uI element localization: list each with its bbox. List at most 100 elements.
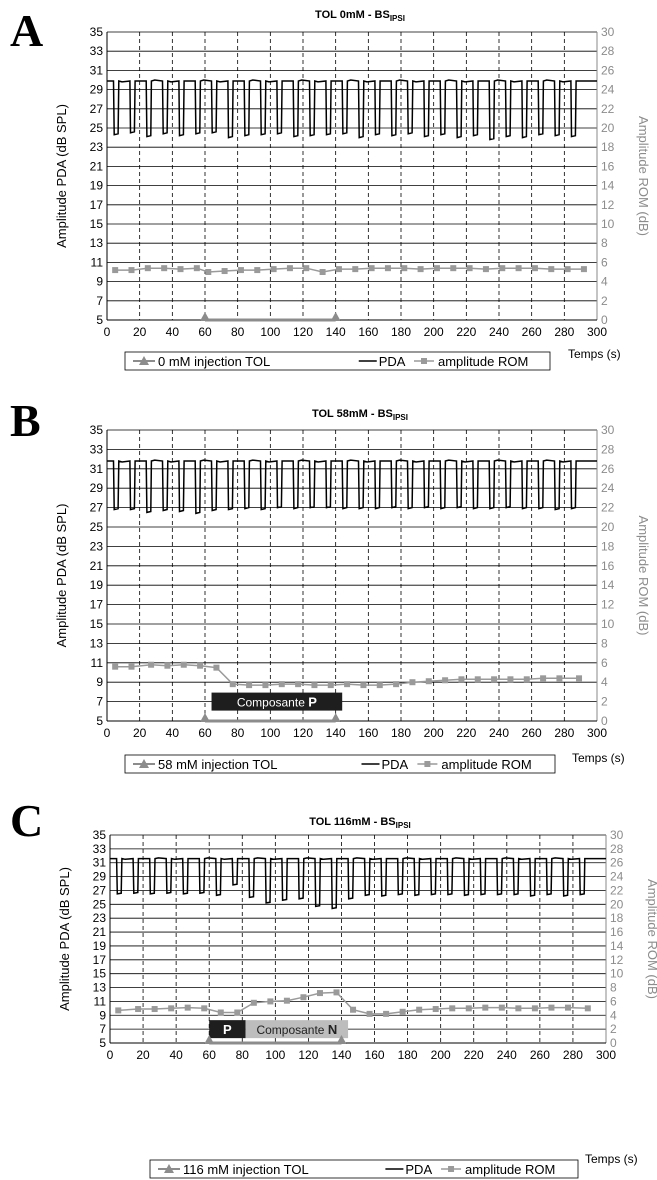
y-right-tick-label: 8	[610, 981, 617, 995]
series-rom-point	[144, 265, 151, 272]
component-box-letter: P	[308, 695, 317, 710]
series-rom-point	[556, 675, 563, 682]
y-right-tick-label: 28	[601, 442, 615, 456]
legend-item-rom: amplitude ROM	[465, 1162, 555, 1177]
y-left-tick-label: 25	[90, 520, 104, 534]
y-left-tick-label: 25	[93, 897, 107, 911]
y-right-tick-label: 20	[601, 121, 615, 135]
y-left-tick-label: 23	[90, 140, 104, 154]
y-left-tick-label: 9	[99, 1008, 106, 1022]
series-rom-point	[417, 266, 424, 273]
series-rom-line	[115, 267, 584, 273]
series-rom-point	[316, 990, 323, 997]
y-right-tick-label: 22	[601, 102, 615, 116]
legend-item-rom: amplitude ROM	[441, 757, 531, 772]
y-right-tick-label: 4	[610, 1008, 617, 1022]
y-left-tick-label: 33	[90, 44, 104, 58]
series-rom-point	[350, 1006, 357, 1013]
series-rom-point	[499, 265, 506, 272]
component-box-light-label: Composante N	[256, 1022, 337, 1037]
series-rom-point	[234, 1009, 241, 1016]
component-box-dark	[209, 1020, 246, 1039]
series-injection-marker	[200, 312, 210, 321]
y-left-tick-label: 29	[93, 870, 107, 884]
y-left-tick-label: 11	[94, 994, 107, 1008]
series-rom-point	[442, 677, 449, 684]
y-left-tick-label: 17	[90, 598, 104, 612]
series-rom-point	[450, 265, 457, 272]
x-tick-label: 140	[326, 726, 346, 740]
series-rom-point	[584, 1005, 591, 1012]
series-rom-point	[254, 267, 261, 274]
x-tick-label: 160	[358, 726, 378, 740]
y-right-tick-label: 26	[601, 462, 615, 476]
series-rom-point	[168, 1005, 175, 1012]
series-rom-point	[184, 1004, 191, 1011]
legend-item-pda: PDA	[379, 354, 406, 369]
series-rom-point	[148, 661, 155, 668]
series-rom-point	[507, 676, 514, 683]
x-tick-label: 260	[522, 325, 542, 339]
legend-injection-swatch-marker	[164, 1164, 174, 1173]
x-tick-label: 60	[198, 325, 212, 339]
legend-item-injection: 0 mM injection TOL	[158, 354, 270, 369]
series-rom-point	[112, 663, 119, 670]
y-right-tick-label: 20	[610, 897, 624, 911]
panel-label: A	[10, 5, 44, 56]
y-right-tick-label: 2	[610, 1022, 617, 1036]
x-axis-label: Temps (s)	[572, 751, 625, 765]
y-left-tick-label: 33	[90, 442, 104, 456]
y-right-tick-label: 0	[610, 1036, 617, 1050]
x-tick-label: 20	[133, 726, 147, 740]
x-tick-label: 260	[522, 726, 542, 740]
series-rom-point	[270, 266, 277, 273]
legend-box	[124, 351, 551, 371]
y-left-tick-label: 11	[91, 656, 104, 670]
series-pda-line	[110, 857, 606, 910]
series-rom-point	[376, 682, 383, 689]
x-tick-label: 280	[563, 1048, 583, 1062]
y-left-tick-label: 15	[90, 217, 104, 231]
chart-title-subscript: IPSI	[390, 14, 405, 23]
chart-panel-b: B TOL 58mM - BSIPSI 5 7 9 11 13 15 17 19 21 23 25 27…	[0, 390, 657, 780]
series-rom-point	[576, 675, 583, 682]
series-rom-point	[300, 994, 307, 1001]
series-rom-point	[286, 265, 293, 272]
series-rom-point	[515, 1005, 522, 1012]
series-rom-point	[278, 681, 285, 688]
y-axis-label-left: Amplitude PDA (dB SPL)	[57, 867, 72, 1011]
x-tick-label: 180	[391, 726, 411, 740]
x-tick-label: 0	[104, 726, 111, 740]
legend-injection-swatch-marker	[139, 759, 149, 768]
series-rom-point	[449, 1005, 456, 1012]
x-tick-label: 120	[293, 325, 313, 339]
series-rom-point	[384, 265, 391, 272]
chart-panel-a: A TOL 0mM - BSIPSI 5 7 9 11 13 15 17 19 21 23 25 27 2…	[0, 0, 657, 390]
series-rom-point	[458, 676, 465, 683]
y-right-tick-label: 30	[601, 25, 615, 39]
series-rom-point	[523, 676, 530, 683]
series-rom-point	[303, 265, 310, 272]
x-tick-label: 300	[587, 726, 607, 740]
x-tick-label: 200	[424, 726, 444, 740]
x-tick-label: 60	[198, 726, 212, 740]
y-left-tick-label: 7	[96, 695, 103, 709]
y-left-tick-label: 9	[96, 275, 103, 289]
series-rom-point	[311, 682, 318, 689]
x-tick-label: 140	[331, 1048, 351, 1062]
x-tick-label: 220	[464, 1048, 484, 1062]
x-tick-label: 40	[166, 726, 180, 740]
series-rom-point	[580, 266, 587, 273]
x-axis-label: Temps (s)	[585, 1152, 638, 1166]
series-rom-point	[540, 675, 547, 682]
x-tick-label: 240	[489, 325, 509, 339]
y-right-tick-label: 14	[601, 179, 615, 193]
series-rom-point	[115, 1007, 122, 1014]
y-right-tick-label: 0	[601, 313, 608, 327]
series-rom-point	[465, 1005, 472, 1012]
chart-panel-c: C TOL 116mM - BSIPSI 5 7 9 11 13 15 17 19 21 23 25 2…	[0, 790, 657, 1180]
series-rom-point	[515, 265, 522, 272]
y-left-tick-label: 13	[90, 236, 104, 250]
y-axis-label-right: Amplitude ROM (dB)	[636, 516, 651, 636]
y-right-tick-label: 8	[601, 236, 608, 250]
